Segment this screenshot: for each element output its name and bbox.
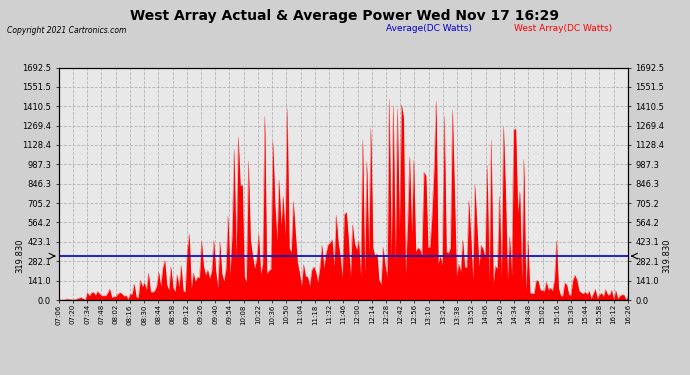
Text: West Array(DC Watts): West Array(DC Watts)	[514, 24, 612, 33]
Text: Copyright 2021 Cartronics.com: Copyright 2021 Cartronics.com	[7, 26, 126, 35]
Text: West Array Actual & Average Power Wed Nov 17 16:29: West Array Actual & Average Power Wed No…	[130, 9, 560, 23]
Text: 319.830: 319.830	[15, 239, 24, 273]
Text: 319.830: 319.830	[662, 239, 671, 273]
Text: Average(DC Watts): Average(DC Watts)	[386, 24, 472, 33]
